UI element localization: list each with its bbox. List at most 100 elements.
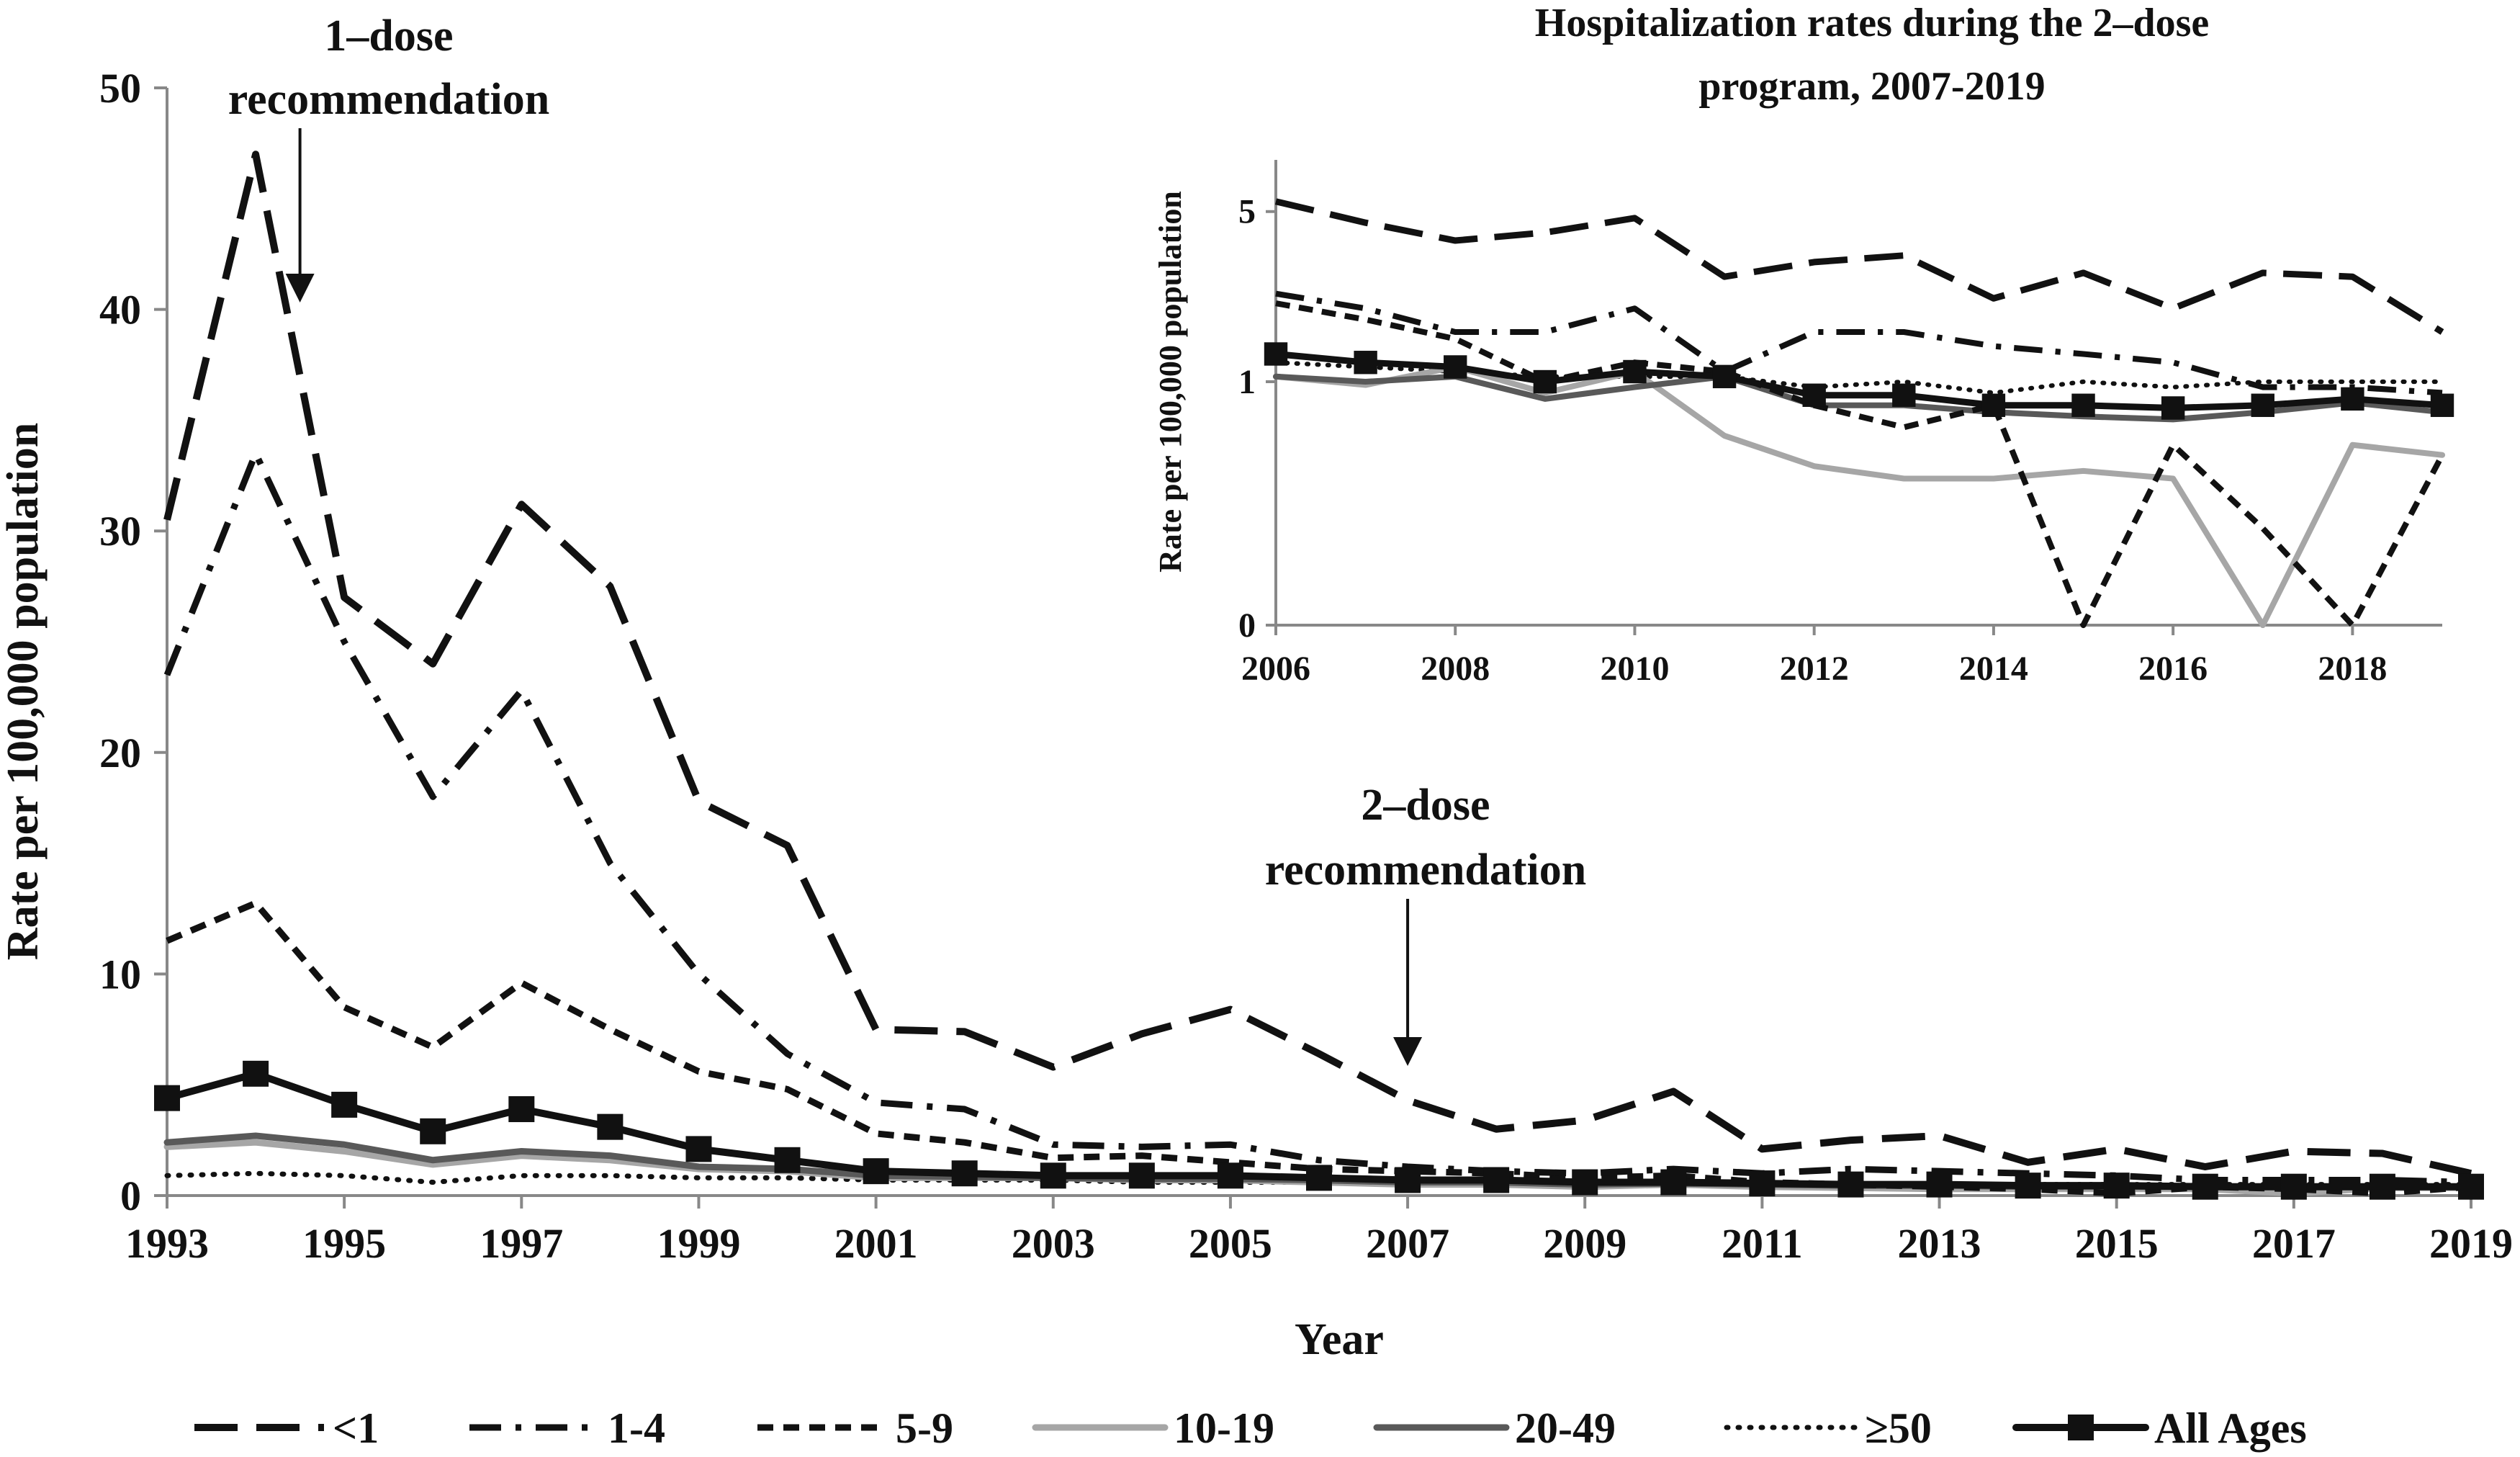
main-x-tick-label: 2019 [2429,1220,2513,1267]
inset-series-20-49-line [1272,373,2446,423]
inset-series-all-ages-point [1264,342,1288,366]
inset-y-tick-label: 1 [1238,363,1256,401]
inset-x-tick-label: 2008 [1421,650,1490,688]
legend-marker-all-ages [2068,1415,2094,1440]
inset-y-tick-label: 5 [1238,193,1256,231]
inset-series-all-ages-point [1623,359,1647,384]
main-x-tick-label: 2013 [1898,1220,1981,1267]
legend-label-1-4: 1-4 [608,1404,665,1452]
main-x-tick-label: 2005 [1189,1220,1272,1267]
main-series-all-ages-point [1572,1169,1598,1196]
main-x-tick-label: 2007 [1366,1220,1449,1267]
inset-x-tick-label: 2016 [2138,650,2208,688]
inset-series-all-ages-point [2161,396,2185,420]
inset-x-tick-label: 2012 [1780,650,1849,688]
main-series-all-ages-point [1660,1169,1687,1196]
inset-series-1-4-line [1275,290,2443,396]
main-series-all-ages-point [331,1091,358,1118]
annotation-2-dose-line2: recommendation [1265,846,1587,895]
inset-plot: 0 1 5 2006 2008 2010 2012 2014 2016 2018 [1238,160,2454,688]
inset-title-line2: program, 2007-2019 [1698,64,2045,109]
main-x-tick-label: 1995 [302,1220,386,1267]
inset-series-all-ages-point [1712,364,1737,389]
main-x-tick-label: 1993 [125,1220,209,1267]
legend-label-5-9: 5-9 [896,1404,953,1452]
inset-x-tick-label: 2010 [1600,650,1669,688]
main-x-axis-label: Year [1295,1315,1384,1364]
main-x-tick-label: 2017 [2252,1220,2336,1267]
main-series-all-ages-point [685,1136,712,1162]
inset-series-all-ages-point [1802,383,1826,407]
legend: <1 1-4 5-9 10-19 20-49 ≥50 All Ages [194,1404,2307,1452]
main-series-all-ages-point [1749,1170,1776,1197]
inset-series-all-ages-point [2071,393,2095,417]
main-series-all-ages-point [243,1060,269,1087]
inset-series-all-ages-point [1444,355,1467,379]
main-series-1-4-line [163,450,2472,1186]
inset-x-tick-label: 2014 [1959,650,2028,688]
legend-label-10-19: 10-19 [1174,1404,1274,1452]
main-y-tick-label: 20 [99,730,141,776]
inset-x-tick-label: 2006 [1241,650,1310,688]
main-series-all-ages-point [2015,1173,2041,1199]
main-series-all-ages-point [2458,1173,2484,1200]
main-series-all-ages-point [2192,1173,2218,1200]
annotation-1-dose-line2: recommendation [228,75,550,124]
legend-label-20-49: 20-49 [1515,1404,1616,1452]
main-series-all-ages-point [1306,1165,1332,1191]
main-x-tick-label: 2009 [1543,1220,1626,1267]
inset-y-tick-label: 0 [1238,606,1256,645]
annotation-1-dose-line1: 1–dose [324,12,453,60]
main-series-lt1-line [163,151,2472,1178]
inset-y-axis-label: Rate per 100,000 population [1153,191,1188,573]
inset-series-all-ages-point [1354,351,1377,375]
main-series-all-ages-point [1128,1162,1155,1189]
main-x-tick-label: 1997 [480,1220,563,1267]
inset-series-all-ages-point [1533,369,1557,394]
main-series-all-ages-point [2103,1173,2130,1199]
main-x-tick-label: 2003 [1012,1220,1095,1267]
inset-series-all-ages-point [1892,383,1916,407]
inset-title-line1: Hospitalization rates during the 2–dose [1535,1,2209,45]
main-y-tick-label: 30 [99,508,141,555]
inset-series-all-ages-line [1272,350,2446,411]
main-series-all-ages-point [597,1113,624,1140]
main-y-axis-label: Rate per 100,000 population [0,423,48,960]
inset-series-5-9-line [1275,300,2445,629]
main-y-tick-label: 50 [99,65,141,112]
main-y-tick-label: 40 [99,287,141,333]
main-series-all-ages-point [2369,1173,2395,1200]
main-x-tick-label: 2011 [1722,1220,1803,1267]
inset-series-all-ages-point [2251,393,2274,417]
main-series-all-ages-point [1040,1162,1066,1189]
main-y-tick-label: 0 [120,1173,141,1219]
legend-label-ge50: ≥50 [1865,1404,1932,1452]
main-x-tick-label: 1999 [657,1220,740,1267]
main-series-all-ages-point [508,1096,535,1123]
inset-series-all-ages-point [1981,393,2006,417]
main-series-all-ages-point [1483,1167,1510,1193]
inset-series-all-ages-point [2430,393,2454,417]
main-series-all-ages-point [951,1160,978,1187]
main-series-all-ages-point [1217,1162,1243,1189]
inset-series-ge50-line [1273,360,2445,395]
main-series-all-ages-point [863,1158,889,1185]
main-x-tick-label: 2001 [834,1220,918,1267]
main-series-all-ages-point [1837,1171,1864,1198]
main-series-all-ages-point [154,1085,180,1111]
main-series-all-ages-point [420,1118,446,1144]
inset-series-all-ages-point [2341,387,2364,411]
inset-x-tick-label: 2018 [2318,650,2387,688]
legend-label-lt1: <1 [333,1404,379,1452]
main-series-all-ages-point [2280,1173,2307,1200]
annotation-2-dose-line1: 2–dose [1361,781,1490,830]
main-x-tick-label: 2015 [2075,1220,2159,1267]
main-y-tick-label: 10 [99,951,141,998]
main-series-all-ages-point [1395,1167,1421,1193]
legend-label-all-ages: All Ages [2154,1404,2307,1452]
inset-series-lt1-line [1274,198,2444,335]
main-series-all-ages-point [1926,1171,1953,1198]
main-series-all-ages-point [774,1147,801,1173]
